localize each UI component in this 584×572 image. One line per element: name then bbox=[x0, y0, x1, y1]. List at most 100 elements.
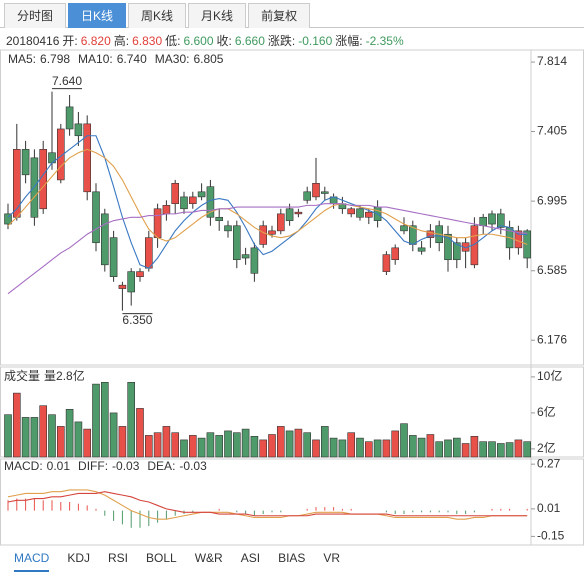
volume-bar bbox=[461, 443, 470, 458]
volume-bar bbox=[479, 441, 488, 458]
volume-bar bbox=[118, 426, 127, 458]
volume-bar bbox=[215, 435, 223, 458]
period-tab[interactable]: 日K线 bbox=[68, 3, 127, 28]
y-tick-label: 6.176 bbox=[537, 332, 567, 346]
legend-name: DEA: bbox=[147, 459, 175, 473]
candle-body bbox=[197, 191, 206, 198]
y-tick-label: 7.405 bbox=[537, 124, 567, 138]
extreme-label: 7.640 bbox=[52, 74, 82, 88]
legend-name: MA5: bbox=[8, 52, 36, 66]
field-value: -0.160 bbox=[298, 34, 333, 48]
extreme-label: 6.350 bbox=[122, 313, 152, 327]
legend-value: 6.740 bbox=[117, 52, 147, 66]
period-tab[interactable]: 周K线 bbox=[128, 3, 187, 28]
period-tab[interactable]: 分时图 bbox=[4, 3, 67, 28]
field-label: 高: bbox=[113, 34, 130, 48]
candle-body bbox=[514, 230, 523, 249]
y-tick-label: 6亿 bbox=[537, 404, 556, 419]
field-value: 6.600 bbox=[183, 34, 214, 48]
legend-name: DIFF: bbox=[78, 459, 108, 473]
volume-bar bbox=[136, 408, 144, 458]
volume-bar bbox=[21, 417, 30, 458]
volume-bar bbox=[320, 426, 329, 458]
indicator-tab[interactable]: ASI bbox=[240, 551, 261, 565]
legend-value: 6.798 bbox=[40, 52, 70, 66]
volume-bar bbox=[400, 423, 408, 458]
candle-body bbox=[268, 230, 276, 235]
volume-bar bbox=[197, 437, 206, 458]
legend-name: MA30: bbox=[155, 52, 190, 66]
candle-body bbox=[452, 242, 461, 261]
line bbox=[7, 203, 528, 295]
volume-bar bbox=[408, 435, 417, 458]
candle-body bbox=[391, 247, 400, 261]
volume-bar bbox=[514, 439, 523, 458]
candle-body bbox=[30, 157, 39, 218]
volume-bar bbox=[382, 439, 391, 458]
candle-body bbox=[145, 237, 153, 269]
candle-body bbox=[56, 128, 65, 181]
line bbox=[7, 135, 528, 269]
candle-body bbox=[417, 247, 426, 252]
candle-body bbox=[127, 271, 135, 293]
period-tab[interactable]: 前复权 bbox=[248, 3, 311, 28]
candle-body bbox=[294, 211, 303, 215]
candle-body bbox=[356, 208, 364, 218]
candle-body bbox=[285, 208, 294, 221]
volume-bar bbox=[303, 432, 312, 458]
volume-bar bbox=[171, 432, 179, 458]
candle-body bbox=[4, 213, 12, 225]
volume-bar bbox=[224, 430, 232, 458]
volume-bar bbox=[417, 437, 426, 458]
indicator-tab[interactable]: KDJ bbox=[67, 551, 91, 565]
candle-body bbox=[215, 216, 223, 221]
volume-bar bbox=[329, 437, 338, 458]
indicator-tab[interactable]: W&R bbox=[194, 551, 223, 565]
candle-body bbox=[224, 225, 232, 232]
candle-body bbox=[109, 237, 118, 277]
candle-body bbox=[101, 213, 109, 266]
volume-bar bbox=[92, 383, 100, 458]
volume-bar bbox=[523, 441, 532, 458]
legend-value: 6.805 bbox=[193, 52, 223, 66]
volume-bar bbox=[259, 439, 268, 458]
candle-body bbox=[479, 216, 488, 227]
date: 20180416 bbox=[6, 34, 60, 48]
volume-bar bbox=[250, 435, 259, 458]
candle-body bbox=[303, 191, 312, 201]
indicator-tab[interactable]: BIAS bbox=[278, 551, 306, 565]
indicator-tab[interactable]: MACD bbox=[14, 548, 50, 572]
volume-bar bbox=[276, 426, 285, 458]
field-value: -2.35% bbox=[365, 34, 404, 48]
volume-bar bbox=[145, 435, 153, 458]
volume-bar bbox=[233, 432, 241, 458]
candle-body bbox=[74, 123, 83, 137]
volume-bar bbox=[4, 414, 12, 458]
period-tab[interactable]: 月K线 bbox=[188, 3, 247, 28]
candle-body bbox=[382, 254, 391, 272]
candle-body bbox=[180, 196, 188, 210]
indicator-tab[interactable]: RSI bbox=[108, 551, 129, 565]
candle-body bbox=[189, 196, 197, 204]
candle-body bbox=[13, 149, 21, 218]
indicator-tab[interactable]: BOLL bbox=[146, 551, 177, 565]
volume-bar bbox=[39, 405, 48, 458]
line bbox=[7, 489, 528, 520]
candle-body bbox=[320, 191, 329, 194]
volume-bar bbox=[312, 439, 320, 458]
volume-bar bbox=[496, 443, 505, 458]
indicator-tab[interactable]: VR bbox=[323, 551, 341, 565]
candle-body bbox=[83, 123, 91, 193]
field-value: 6.820 bbox=[80, 34, 111, 48]
y-tick-label: 0.01 bbox=[537, 501, 561, 515]
indicator-tabs: MACD KDJ RSI BOLL W&R ASI BIAS VR bbox=[0, 548, 584, 572]
volume-bar bbox=[65, 408, 74, 458]
volume-bar bbox=[452, 437, 461, 458]
candle-body bbox=[488, 213, 496, 225]
candle-body bbox=[312, 183, 320, 198]
candle-body bbox=[250, 247, 259, 274]
y-tick-label: 10亿 bbox=[537, 368, 562, 383]
volume-bar bbox=[364, 441, 373, 458]
line bbox=[7, 491, 528, 517]
